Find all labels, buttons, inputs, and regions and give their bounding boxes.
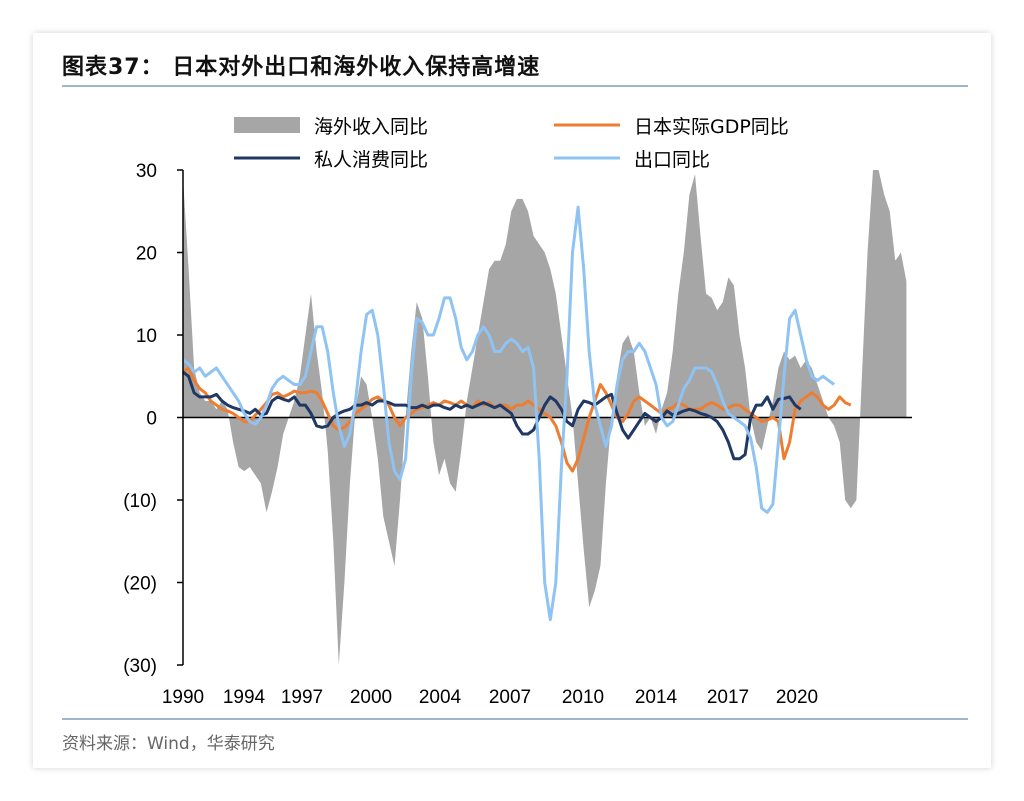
line-layer bbox=[182, 205, 852, 622]
x-tick-label: 2020 bbox=[776, 687, 818, 708]
series-exports-line bbox=[182, 205, 835, 622]
legend: 海外收入同比 日本实际GDP同比 私人消费同比 出口同比 bbox=[234, 116, 789, 171]
source-rule bbox=[62, 718, 968, 720]
x-tick-label: 2017 bbox=[707, 687, 749, 708]
series-consumption-line bbox=[182, 370, 802, 461]
y-tick-label: (30) bbox=[123, 656, 157, 677]
y-tick-label: (20) bbox=[123, 574, 157, 595]
y-tick-label: 20 bbox=[136, 244, 157, 265]
legend-label-exports: 出口同比 bbox=[634, 149, 710, 171]
x-tick-label: 2007 bbox=[489, 687, 531, 708]
x-tick-label: 2010 bbox=[562, 687, 604, 708]
source-note: 资料来源：Wind，华泰研究 bbox=[62, 734, 275, 754]
x-tick-label: 1997 bbox=[281, 687, 323, 708]
title-rule bbox=[62, 85, 968, 87]
x-tick-label: 2014 bbox=[635, 687, 678, 708]
legend-label-overseas-income: 海外收入同比 bbox=[314, 116, 428, 138]
y-tick-label: (10) bbox=[123, 491, 157, 512]
series-gdp-line bbox=[182, 366, 852, 473]
figure-title: 图表37： 日本对外出口和海外收入保持高增速 bbox=[62, 55, 541, 80]
y-tick-label: 0 bbox=[146, 409, 157, 430]
x-tick-label: 2000 bbox=[350, 687, 392, 708]
legend-swatch-overseas-income bbox=[234, 117, 300, 133]
y-tick-label: 10 bbox=[136, 326, 157, 347]
y-tick-label: 30 bbox=[136, 161, 157, 182]
x-tick-label: 2004 bbox=[419, 687, 462, 708]
legend-label-gdp: 日本实际GDP同比 bbox=[634, 116, 789, 138]
x-tick-label: 1990 bbox=[162, 687, 204, 708]
x-tick-label: 1994 bbox=[223, 687, 266, 708]
legend-label-consumption: 私人消费同比 bbox=[314, 149, 428, 171]
